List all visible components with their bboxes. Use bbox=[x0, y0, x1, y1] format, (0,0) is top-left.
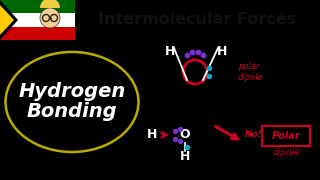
Text: dipole: dipole bbox=[272, 148, 300, 158]
Circle shape bbox=[40, 8, 60, 28]
Text: polar
dipole: polar dipole bbox=[238, 62, 264, 82]
Polygon shape bbox=[0, 0, 18, 40]
Bar bbox=[0, 0, 75, 40]
Text: H: H bbox=[217, 46, 227, 58]
Text: Intermolecular Forces: Intermolecular Forces bbox=[98, 12, 296, 28]
Bar bbox=[0, 27, 75, 40]
Bar bbox=[0, 13, 75, 27]
Text: No!: No! bbox=[245, 130, 263, 140]
Wedge shape bbox=[40, 0, 60, 8]
Text: H: H bbox=[165, 46, 175, 58]
Text: H: H bbox=[180, 150, 190, 163]
Text: Hydrogen: Hydrogen bbox=[18, 82, 126, 102]
Text: Bonding: Bonding bbox=[27, 102, 117, 122]
Text: O: O bbox=[180, 129, 190, 141]
Text: Polar: Polar bbox=[272, 131, 300, 141]
Polygon shape bbox=[0, 5, 14, 35]
Text: H: H bbox=[147, 129, 157, 141]
